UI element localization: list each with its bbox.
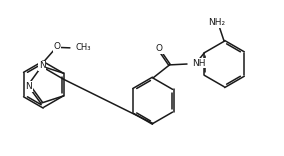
Text: N: N [26,82,32,91]
Text: NH₂: NH₂ [208,18,226,27]
Text: CH₃: CH₃ [75,43,91,52]
Text: N: N [39,61,45,70]
Text: O: O [156,44,163,53]
Text: O: O [53,42,60,51]
Text: NH: NH [192,59,205,68]
